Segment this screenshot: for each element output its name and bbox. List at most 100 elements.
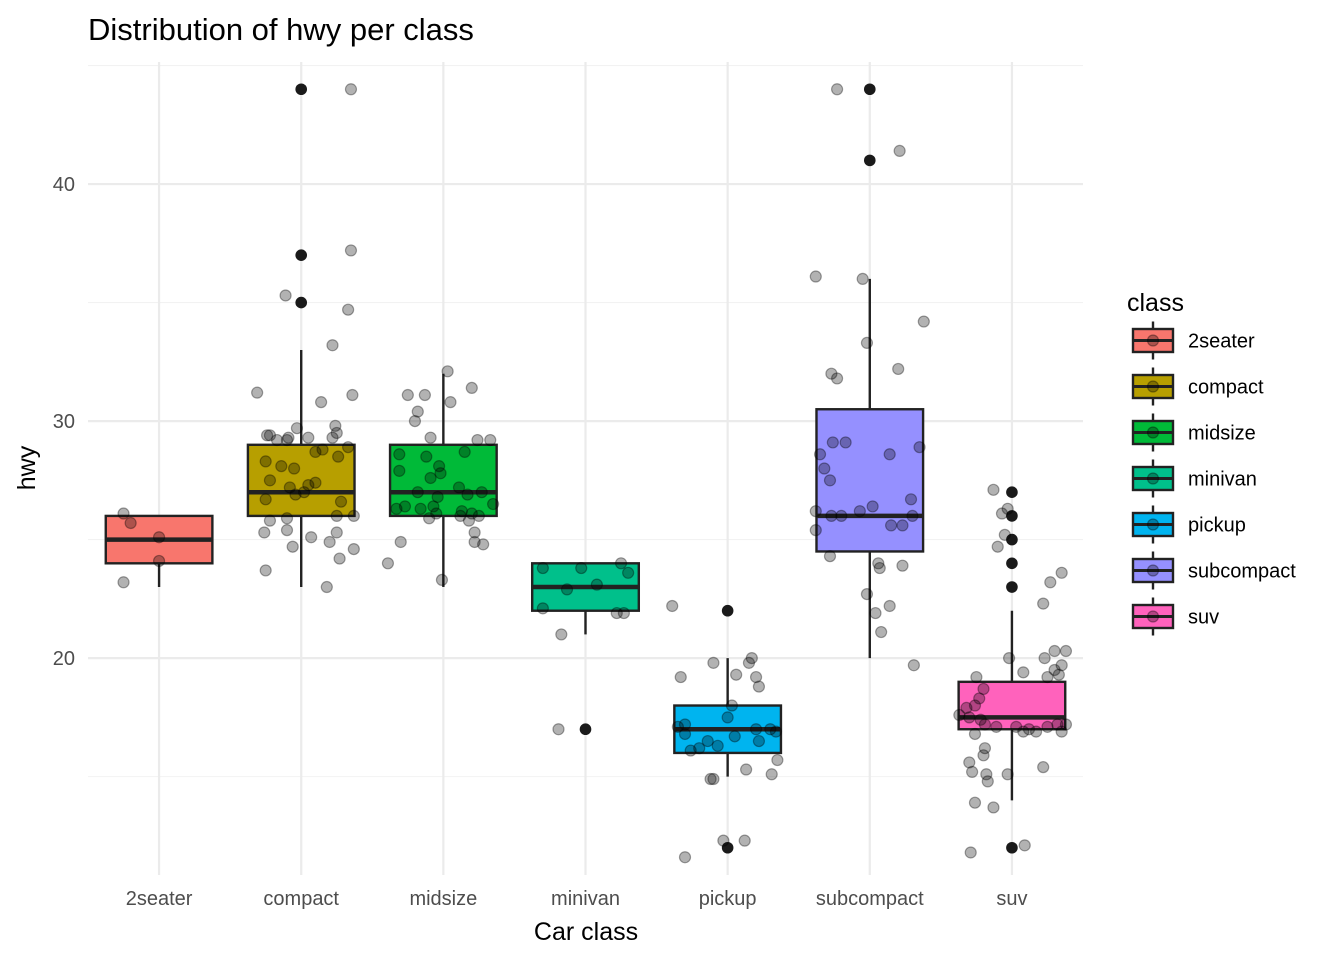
jitter-point — [424, 471, 437, 485]
jitter-point — [423, 512, 436, 525]
jitter-point — [326, 431, 339, 444]
jitter-point — [555, 628, 568, 641]
jitter-point — [990, 720, 1003, 733]
jitter-point — [441, 365, 454, 378]
jitter-point — [424, 431, 437, 444]
box-group-subcompact — [809, 83, 930, 672]
outlier-point — [863, 83, 876, 96]
jitter-point — [263, 429, 277, 442]
jitter-point — [674, 670, 687, 684]
jitter-point — [704, 772, 717, 786]
jitter-point — [666, 599, 679, 613]
jitter-point — [323, 535, 336, 549]
jitter-point — [614, 557, 628, 570]
jitter-point — [769, 725, 783, 738]
jitter-point — [320, 580, 333, 594]
jitter-point — [813, 448, 827, 461]
box-suv — [957, 680, 1067, 731]
jitter-point — [390, 502, 403, 515]
box-group-minivan — [530, 557, 641, 736]
jitter-point — [1059, 718, 1073, 731]
jitter-point — [745, 652, 758, 665]
jitter-point — [552, 723, 565, 736]
jitter-point — [536, 561, 549, 575]
jitter-point — [334, 495, 348, 508]
jitter-point — [263, 514, 277, 527]
jitter-point — [434, 467, 447, 480]
jitter-point — [826, 436, 839, 449]
jitter-point — [707, 656, 720, 669]
box-group-pickup — [666, 599, 784, 864]
jitter-point — [875, 625, 888, 639]
jitter-point — [765, 768, 778, 781]
outlier-point — [579, 723, 592, 736]
jitter-point — [279, 289, 292, 302]
legend-key-point — [1146, 426, 1160, 439]
jitter-point — [462, 514, 476, 527]
jitter-point — [839, 436, 852, 449]
jitter-point — [394, 535, 407, 549]
box-group-midsize — [381, 365, 500, 588]
jitter-point — [444, 396, 457, 409]
legend: class 2seater compact midsize minivan pickup… — [1127, 289, 1296, 636]
jitter-point — [973, 692, 986, 705]
jitter-point — [309, 476, 322, 489]
jitter-point — [117, 507, 130, 520]
legend-key-point — [1146, 518, 1160, 531]
x-tick-label: suv — [996, 888, 1027, 910]
jitter-point — [968, 699, 982, 712]
jitter-point — [275, 460, 288, 473]
jitter-point — [283, 481, 296, 494]
jitter-point — [381, 557, 395, 570]
jitter-point — [1059, 644, 1073, 658]
jitter-point — [869, 606, 882, 620]
jitter-point — [487, 497, 500, 511]
x-tick-label: 2seater — [126, 888, 193, 910]
jitter-point — [823, 474, 837, 487]
jitter-point — [297, 486, 311, 499]
jitter-point — [431, 490, 444, 504]
jitter-point — [435, 573, 449, 587]
jitter-point — [752, 680, 766, 693]
jitter-point — [978, 742, 992, 755]
grid-lines — [88, 62, 1083, 875]
jitter-point — [484, 433, 497, 447]
outlier-point — [1006, 557, 1018, 570]
jitter-point — [1022, 723, 1036, 736]
jitter-point — [1038, 652, 1051, 665]
jitter-point — [1041, 720, 1054, 733]
jitter-point — [742, 656, 756, 669]
jitter-point — [290, 422, 304, 435]
jitter-point — [896, 519, 909, 532]
jitter-point — [622, 566, 635, 579]
jitter-point — [749, 723, 763, 736]
jitter-point — [330, 426, 343, 440]
jitter-point — [344, 244, 358, 257]
x-tick-label: midsize — [409, 888, 477, 910]
jitter-point — [288, 462, 301, 475]
jitter-point — [401, 388, 414, 402]
jitter-point — [398, 500, 412, 513]
outlier-point — [295, 296, 308, 309]
jitter-point — [344, 83, 358, 96]
jitter-point — [333, 552, 346, 565]
x-tick-label: compact — [263, 888, 339, 910]
jitter-point — [117, 576, 130, 589]
jitter-point — [883, 448, 896, 461]
box-subcompact — [815, 408, 925, 553]
jitter-point — [1052, 668, 1065, 681]
jitter-point — [913, 441, 926, 454]
jitter-point — [873, 561, 886, 575]
legend-label: subcompact — [1188, 561, 1296, 583]
jitter-point — [393, 464, 406, 477]
jitter-point — [326, 339, 339, 352]
jitter-point — [701, 734, 714, 748]
jitter-point — [966, 765, 979, 778]
jitter-point — [465, 381, 478, 395]
outlier-point — [295, 249, 308, 261]
box-group-2seater — [104, 507, 214, 589]
jitter-point — [960, 701, 973, 714]
jitter-point — [251, 386, 264, 399]
jitter-point — [717, 834, 730, 847]
chart-title: Distribution of hwy per class — [88, 12, 474, 47]
